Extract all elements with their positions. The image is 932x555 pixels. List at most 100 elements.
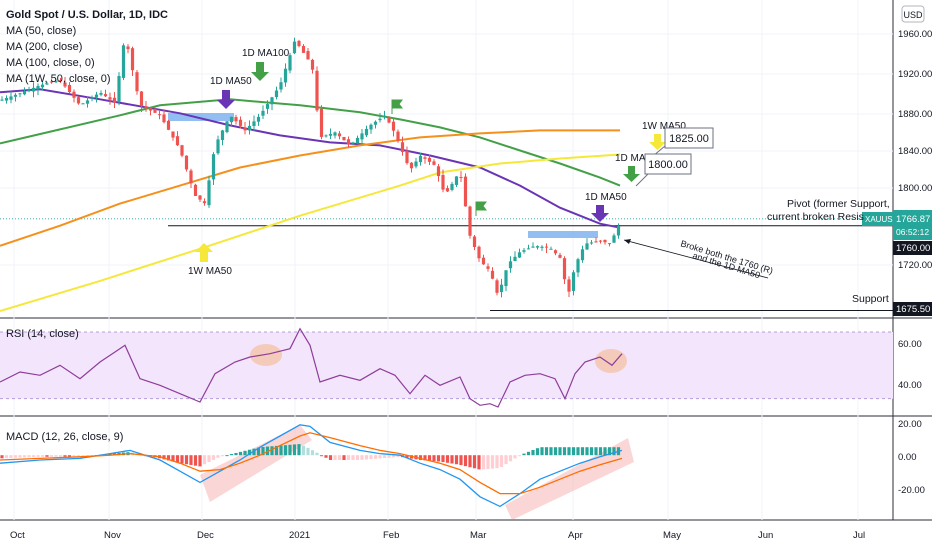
- candle-body: [387, 117, 391, 123]
- candle-body: [49, 81, 54, 83]
- histogram-bar: [432, 455, 436, 462]
- histogram-bar: [274, 445, 279, 456]
- histogram-bar: [346, 455, 351, 460]
- legend-ma200: MA (200, close): [6, 41, 82, 53]
- histogram-bar: [585, 447, 589, 456]
- candle-body: [364, 128, 369, 136]
- pointer-line: [623, 239, 769, 279]
- candle-body: [549, 248, 553, 250]
- histogram-bar: [468, 455, 472, 468]
- histogram-bar: [225, 455, 229, 457]
- histogram-bar: [85, 455, 90, 457]
- histogram-bar: [589, 447, 594, 456]
- candle-body: [139, 91, 144, 107]
- candle-body: [459, 176, 463, 178]
- histogram-bar: [405, 455, 409, 458]
- histogram-bar: [202, 455, 207, 465]
- candle-body: [256, 116, 261, 122]
- candle-body: [81, 103, 85, 105]
- candle-body: [513, 256, 517, 262]
- histogram-bar: [571, 447, 576, 456]
- x-label-mar: Mar: [470, 530, 486, 541]
- candle-body: [405, 150, 409, 164]
- histogram-bar: [58, 455, 63, 457]
- target-1825-callout: 1825.00: [652, 127, 714, 157]
- rsi-tick-60: 60.00: [898, 339, 922, 350]
- histogram-bar: [504, 455, 508, 465]
- histogram-bar: [171, 455, 175, 462]
- candle-body: [432, 161, 436, 165]
- price-axis[interactable]: 1960.00 1920.00 1880.00 1840.00 1800.00 …: [898, 29, 932, 271]
- candle-body: [162, 114, 166, 123]
- candle-body: [571, 272, 576, 291]
- histogram-bar: [243, 450, 247, 456]
- histogram-bar: [49, 455, 54, 457]
- histogram-bar: [333, 455, 337, 460]
- candle-body: [252, 121, 256, 127]
- macd-panel: [0, 424, 634, 520]
- candle-body: [319, 108, 324, 137]
- histogram-bar: [40, 455, 45, 457]
- candle-body: [225, 121, 229, 133]
- arrow-down-icon: [623, 166, 640, 182]
- histogram-bar: [54, 455, 58, 457]
- candle-body: [265, 104, 270, 109]
- resistance-box: [528, 231, 598, 238]
- candle-body: [36, 86, 40, 90]
- histogram-bar: [31, 455, 36, 458]
- candle-body: [153, 108, 157, 113]
- candle-body: [58, 80, 63, 82]
- histogram-bar: [459, 455, 463, 466]
- candle-body: [355, 137, 360, 144]
- candle-body: [229, 116, 234, 123]
- histogram-bar: [436, 455, 441, 462]
- candle-body: [31, 87, 36, 92]
- rsi-panel: [0, 327, 893, 408]
- histogram-bar: [427, 455, 432, 461]
- candle-body: [360, 133, 364, 140]
- histogram-bar: [306, 447, 310, 456]
- histogram-bar: [486, 455, 490, 469]
- candle-body: [148, 108, 153, 111]
- candle-body: [607, 243, 612, 245]
- histogram-bar: [522, 453, 526, 456]
- histogram-bar: [72, 455, 76, 457]
- annot-wma50-bottom: 1W MA50: [188, 266, 232, 277]
- histogram-bar: [27, 455, 31, 458]
- histogram-bar: [445, 455, 450, 463]
- candle-body: [108, 97, 112, 100]
- candle-body: [211, 154, 216, 180]
- price-panel: [0, 37, 893, 312]
- candle-body: [18, 93, 22, 95]
- candle-body: [567, 279, 571, 292]
- histogram-bar: [45, 455, 49, 457]
- histogram-bar: [508, 455, 513, 462]
- rsi-highlight: [250, 344, 282, 366]
- arrow-down-icon: [591, 205, 609, 222]
- candle-body: [234, 117, 238, 122]
- candle-body: [85, 100, 90, 104]
- vertical-grid: [13, 0, 859, 520]
- candle-body: [531, 246, 535, 248]
- candle-body: [157, 114, 162, 116]
- histogram-bar: [526, 451, 531, 456]
- x-label-may: May: [663, 530, 681, 541]
- candle-body: [508, 261, 513, 269]
- histogram-bar: [18, 455, 22, 458]
- histogram-bar: [328, 455, 333, 460]
- candle-body: [468, 206, 472, 236]
- histogram-bar: [288, 444, 292, 456]
- pivot-price-value: 1760.00: [896, 243, 930, 254]
- candle-body: [423, 157, 427, 159]
- candle-body: [346, 139, 351, 145]
- candle-body: [414, 161, 418, 167]
- currency-badge[interactable]: USD: [901, 5, 925, 23]
- candle-body: [369, 124, 373, 130]
- time-axis[interactable]: Oct Nov Dec 2021 Feb Mar Apr May Jun Jul: [10, 530, 865, 541]
- candle-body: [409, 162, 414, 169]
- histogram-bar: [378, 455, 382, 459]
- annot-ma50-top: 1D MA50: [210, 76, 252, 87]
- candle-body: [499, 284, 504, 293]
- annot-pivot-line1: Pivot (former Support,: [787, 198, 890, 210]
